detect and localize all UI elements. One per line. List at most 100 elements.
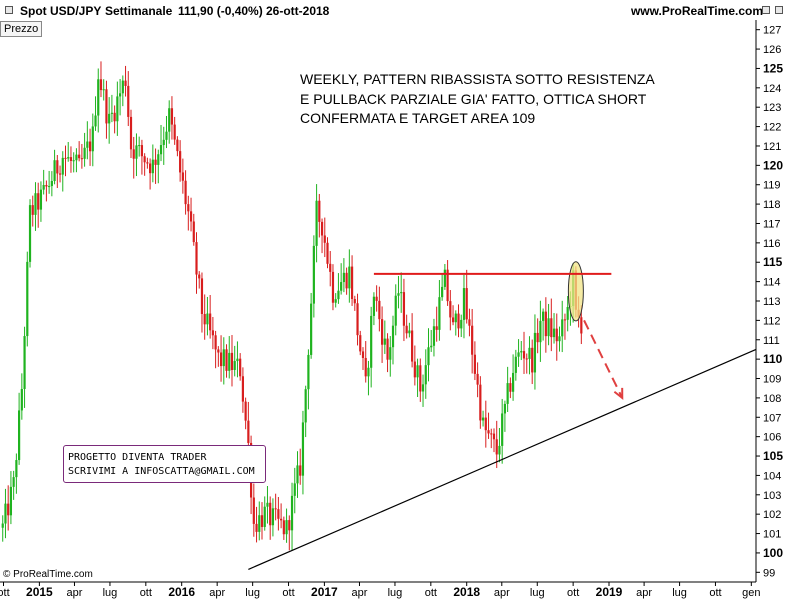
candle <box>411 313 414 368</box>
candle <box>555 313 558 361</box>
site-label: www.ProRealTime.com <box>630 4 763 18</box>
candle <box>118 78 122 116</box>
candle <box>495 420 498 469</box>
candle <box>320 218 324 254</box>
candle <box>438 280 441 341</box>
candle <box>408 322 411 338</box>
candle <box>402 278 406 342</box>
candle <box>50 171 53 197</box>
candle <box>230 335 234 387</box>
promo-line: PROGETTO DIVENTA TRADER <box>68 452 207 463</box>
candle <box>206 296 209 336</box>
candle <box>18 392 21 465</box>
candle <box>80 143 83 169</box>
y-tick-label: 124 <box>763 83 781 95</box>
y-tick-label: 115 <box>763 255 783 269</box>
x-tick-label: ott <box>282 587 294 599</box>
y-tick-label: 100 <box>763 546 783 560</box>
y-tick-label: 106 <box>763 432 781 444</box>
x-tick-label: ott <box>0 587 10 599</box>
candle <box>159 124 163 162</box>
candle <box>58 165 62 183</box>
candle <box>315 184 318 263</box>
candle <box>31 195 34 227</box>
candle <box>446 260 449 306</box>
candle <box>473 341 476 381</box>
y-tick-label: 107 <box>763 412 781 424</box>
candle <box>520 340 523 361</box>
candle <box>9 471 13 525</box>
candle <box>15 453 18 494</box>
interval-label[interactable]: Settimanale <box>105 4 173 18</box>
candle <box>266 485 269 524</box>
x-tick-label: lug <box>672 587 687 599</box>
y-tick-label: 108 <box>763 393 781 405</box>
candle <box>233 345 236 377</box>
candle <box>293 467 296 514</box>
candle <box>356 293 359 346</box>
candle <box>372 292 376 326</box>
x-tick-label: ott <box>709 587 721 599</box>
candle <box>389 336 392 377</box>
minimize-icon[interactable] <box>762 6 770 14</box>
candle <box>198 271 201 289</box>
candle <box>503 400 507 432</box>
symbol-label[interactable]: Spot USD/JPY <box>20 4 102 18</box>
instrument-menu-icon[interactable] <box>5 6 13 14</box>
close-icon[interactable] <box>775 6 783 14</box>
candle <box>558 326 561 352</box>
candle <box>269 496 272 540</box>
candle <box>561 300 564 353</box>
candle <box>181 158 184 194</box>
candle <box>435 306 438 342</box>
candle <box>528 336 531 375</box>
candle <box>108 97 111 144</box>
candle <box>492 428 496 453</box>
candle <box>135 133 138 177</box>
y-tick-label: 99 <box>763 567 775 579</box>
candle <box>299 448 302 485</box>
candle <box>12 470 15 500</box>
candle <box>304 385 307 438</box>
candle <box>143 153 146 176</box>
candle <box>247 401 250 450</box>
candle <box>471 308 474 374</box>
candle <box>552 313 556 344</box>
candle <box>102 79 105 101</box>
candle <box>405 314 408 339</box>
candle <box>449 290 452 331</box>
candle <box>121 75 124 107</box>
candle <box>454 310 457 336</box>
y-tick-label: 109 <box>763 374 781 386</box>
y-tick-label: 114 <box>763 277 781 289</box>
x-tick-label: lug <box>388 587 403 599</box>
candle <box>168 100 171 144</box>
candle <box>288 515 291 551</box>
y-tick-label: 104 <box>763 470 781 482</box>
candle <box>45 180 48 202</box>
x-tick-label: apr <box>209 587 225 599</box>
candle <box>348 249 351 303</box>
candle <box>361 347 365 370</box>
y-tick-label: 126 <box>763 44 781 56</box>
candle <box>484 400 487 448</box>
candle <box>244 397 247 430</box>
candle <box>460 314 463 338</box>
candle <box>162 126 165 165</box>
candle <box>219 335 223 382</box>
price-panel-tab[interactable]: Prezzo <box>0 21 43 37</box>
candle <box>312 235 315 318</box>
candle <box>132 136 135 179</box>
y-tick-label: 112 <box>763 315 781 327</box>
candle <box>113 105 116 134</box>
candle <box>443 264 446 290</box>
x-tick-label: lug <box>530 587 545 599</box>
candle <box>544 297 547 353</box>
candle <box>28 199 32 268</box>
y-tick-label: 110 <box>763 352 783 366</box>
candle <box>173 116 176 145</box>
candle <box>550 298 553 352</box>
x-tick-label: gen <box>742 587 760 599</box>
x-tick-label: apr <box>494 587 510 599</box>
